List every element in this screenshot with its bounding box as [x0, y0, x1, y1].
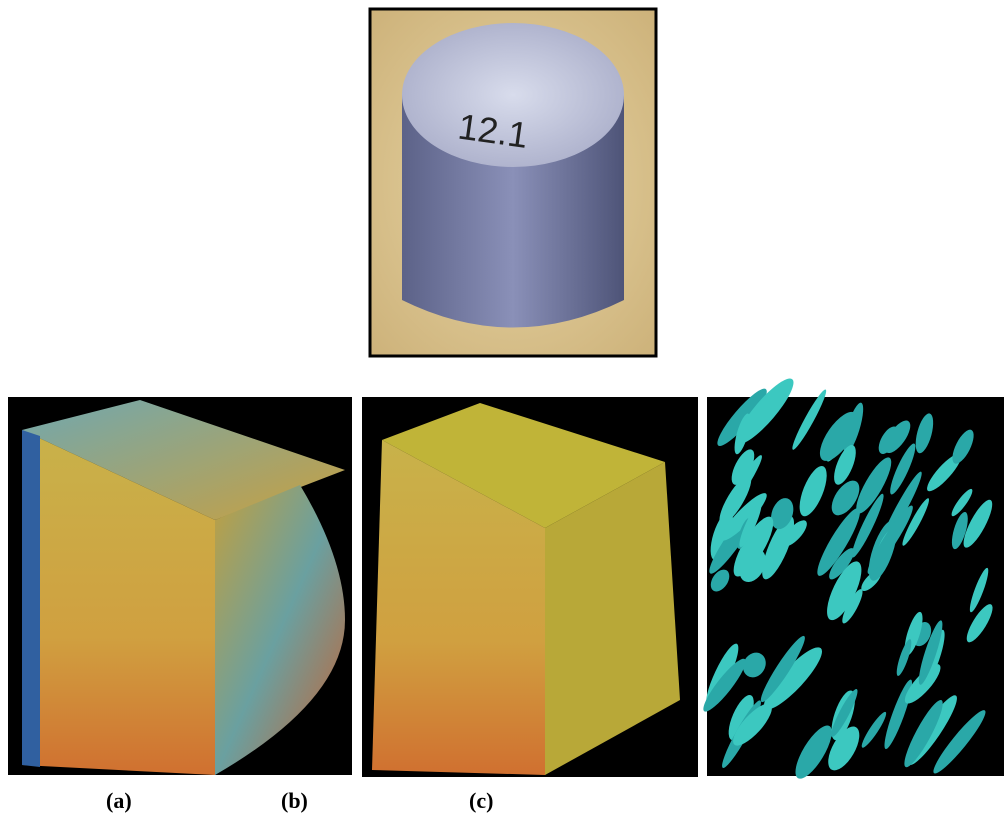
pore — [736, 378, 794, 444]
pore — [762, 516, 795, 580]
pore — [733, 516, 774, 577]
pore — [933, 710, 986, 774]
pore — [731, 449, 755, 485]
pore — [878, 426, 899, 454]
pore — [703, 658, 746, 712]
pore — [742, 652, 766, 678]
pore — [966, 604, 993, 643]
pore — [951, 488, 973, 517]
cube-edge — [22, 430, 40, 767]
pore — [827, 561, 862, 621]
cube-front — [372, 440, 545, 775]
pore — [720, 493, 767, 541]
pore — [717, 388, 767, 447]
pore — [710, 569, 730, 592]
pore — [829, 548, 855, 580]
pore — [834, 444, 856, 485]
pore — [792, 389, 827, 450]
pore — [952, 429, 974, 464]
sample-marking: 12.1 — [456, 106, 531, 156]
pore — [884, 679, 913, 750]
pore — [902, 498, 930, 546]
pore — [851, 493, 884, 558]
pore — [831, 480, 860, 516]
pore — [771, 498, 794, 530]
pore — [739, 502, 762, 548]
pore — [817, 508, 860, 576]
panel-label: (b) — [281, 788, 308, 813]
pore — [799, 466, 827, 517]
pore — [896, 639, 912, 676]
cube-front — [22, 430, 215, 775]
pore — [856, 457, 892, 514]
pore — [828, 726, 860, 771]
pore — [719, 475, 752, 525]
pore — [842, 589, 863, 624]
pore — [728, 695, 754, 741]
pore — [760, 635, 805, 703]
pore — [927, 453, 962, 492]
pore — [831, 689, 858, 737]
pore — [915, 413, 934, 454]
pore — [795, 725, 832, 779]
pore — [819, 411, 858, 461]
pore — [890, 443, 916, 495]
pore — [918, 620, 943, 685]
pore — [904, 699, 943, 768]
pore — [969, 567, 989, 613]
pore-network — [703, 378, 993, 779]
pore — [733, 703, 772, 746]
pore — [963, 499, 993, 548]
panel-label: (c) — [469, 788, 493, 813]
cube-top — [382, 403, 665, 528]
pore — [867, 505, 913, 574]
pore — [763, 647, 823, 710]
panel-label: (a) — [106, 788, 132, 813]
pore — [782, 520, 807, 547]
cube-right — [545, 462, 680, 775]
pore — [951, 511, 968, 550]
pore — [861, 711, 887, 748]
cube-top — [22, 400, 345, 520]
cube-right — [215, 485, 345, 775]
cylinder-top — [402, 23, 624, 167]
